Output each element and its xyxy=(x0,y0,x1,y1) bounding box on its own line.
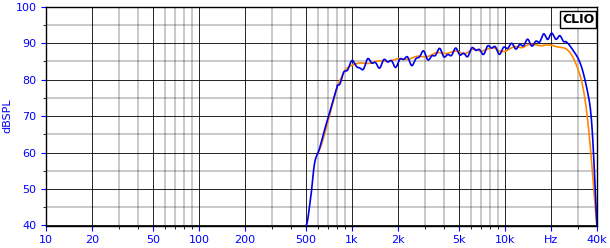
Text: CLIO: CLIO xyxy=(562,13,594,26)
Y-axis label: dBSPL: dBSPL xyxy=(3,99,13,133)
